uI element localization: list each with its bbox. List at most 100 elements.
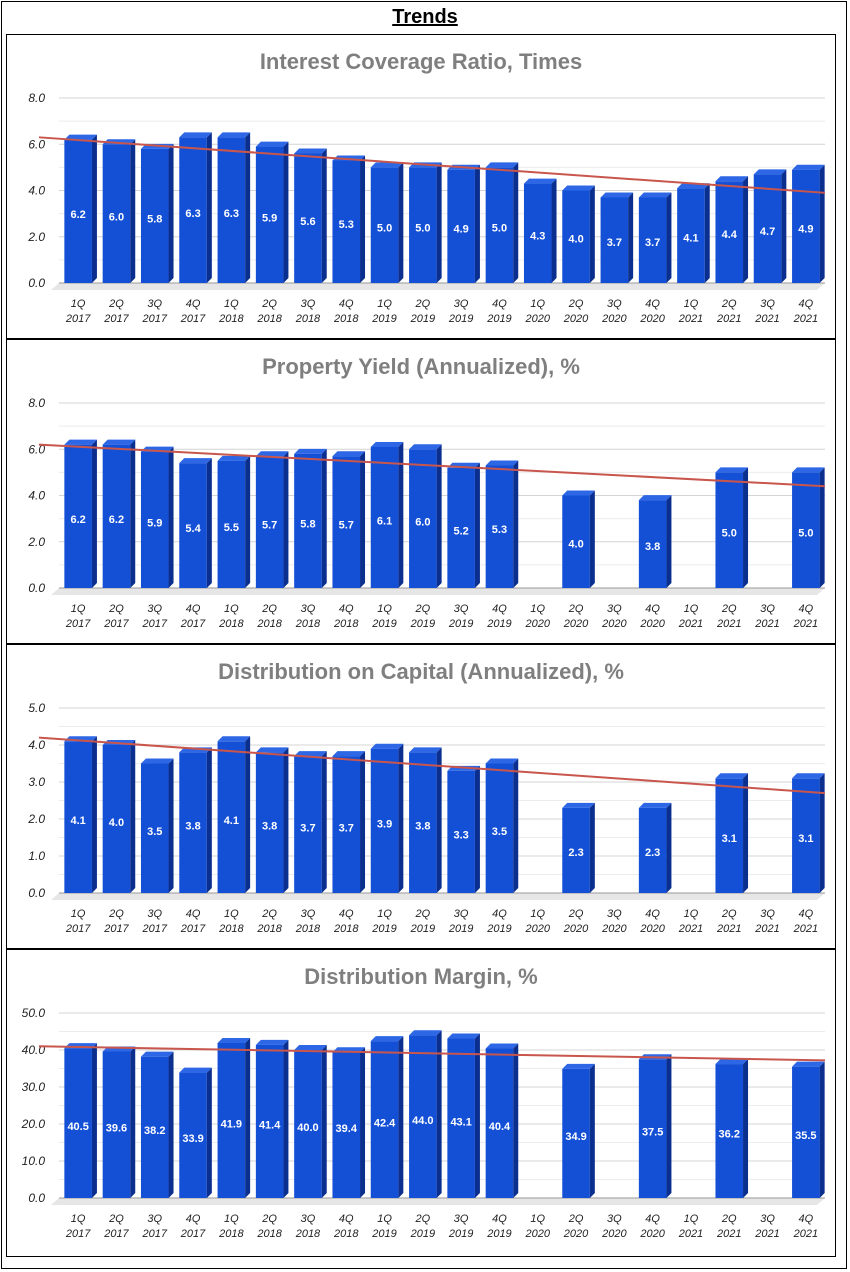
data-label: 41.9 bbox=[221, 1119, 242, 1131]
x-tick-label: 2020 bbox=[525, 1228, 551, 1240]
bar-top bbox=[332, 751, 366, 757]
x-tick-label: 2017 bbox=[65, 618, 91, 630]
x-tick-label: 1Q bbox=[71, 1213, 86, 1225]
bar-front bbox=[409, 752, 437, 893]
x-tick-label: 2021 bbox=[754, 618, 779, 630]
x-tick-label: 2Q bbox=[261, 1213, 277, 1225]
bar-side bbox=[168, 143, 174, 283]
chart-svg: 0.0 1.0 2.0 3.0 4.0 5.0 4.1 1Q 2017 4.0 2Q 2017 3.5 3… bbox=[27, 701, 826, 935]
x-tick-label: 2018 bbox=[218, 618, 244, 630]
x-tick-label: 4Q bbox=[645, 908, 660, 920]
x-tick-label: 2Q bbox=[108, 908, 124, 920]
x-tick-label: 2018 bbox=[295, 313, 321, 325]
bar-top bbox=[217, 1037, 251, 1043]
x-tick-label: 1Q bbox=[530, 908, 545, 920]
bar-front bbox=[255, 1044, 284, 1198]
bar-front bbox=[792, 1066, 820, 1198]
x-tick-label: 1Q bbox=[377, 908, 392, 920]
bar-side bbox=[436, 162, 442, 283]
x-tick-label: 3Q bbox=[147, 908, 162, 920]
x-tick-label: 2018 bbox=[333, 1228, 359, 1240]
bar-front bbox=[64, 139, 92, 283]
bar-side bbox=[589, 490, 595, 588]
data-label: 5.0 bbox=[415, 223, 430, 235]
data-label: 4.0 bbox=[568, 234, 583, 246]
x-tick-label: 2021 bbox=[678, 1228, 703, 1240]
bar-top bbox=[217, 455, 251, 461]
x-tick-label: 1Q bbox=[530, 298, 545, 310]
chart-svg: 0.0 10.0 20.0 30.0 40.0 50.0 40.5 1Q 2017 39.6 2Q 2… bbox=[21, 1006, 826, 1240]
bar-front bbox=[409, 167, 437, 283]
x-tick-label: 3Q bbox=[607, 1213, 622, 1225]
bar-top bbox=[294, 751, 327, 757]
bar-side bbox=[474, 1033, 480, 1198]
bar-front bbox=[294, 756, 322, 893]
bar-front bbox=[677, 188, 705, 283]
data-label: 4.3 bbox=[530, 230, 545, 242]
x-tick-label: 1Q bbox=[684, 603, 699, 615]
x-tick-label: 4Q bbox=[186, 908, 201, 920]
x-tick-label: 2021 bbox=[678, 313, 703, 325]
bar-side bbox=[91, 1043, 97, 1198]
bar-front bbox=[715, 1064, 744, 1198]
x-tick-label: 2019 bbox=[410, 1228, 435, 1240]
x-tick-label: 2017 bbox=[180, 618, 206, 630]
bar-front bbox=[792, 778, 820, 893]
x-tick-label: 2019 bbox=[486, 923, 511, 935]
bar-front bbox=[409, 1035, 437, 1198]
bar-top bbox=[715, 176, 749, 182]
data-label: 4.9 bbox=[454, 224, 469, 236]
x-tick-label: 4Q bbox=[339, 298, 354, 310]
x-tick-label: 1Q bbox=[71, 908, 86, 920]
x-tick-label: 2018 bbox=[333, 313, 359, 325]
x-tick-label: 1Q bbox=[530, 1213, 545, 1225]
x-tick-label: 2020 bbox=[525, 618, 551, 630]
bar-top bbox=[638, 192, 672, 198]
bar-side bbox=[743, 773, 749, 893]
bar-front bbox=[179, 463, 207, 588]
trendline bbox=[38, 736, 826, 795]
data-label: 5.0 bbox=[377, 223, 392, 235]
bar-side bbox=[743, 176, 749, 283]
bar-side bbox=[704, 183, 710, 283]
bar-top bbox=[370, 1036, 404, 1042]
y-tick-label: 0.0 bbox=[28, 886, 45, 900]
x-tick-label: 4Q bbox=[492, 603, 507, 615]
x-tick-label: 2018 bbox=[295, 1228, 321, 1240]
bar-top bbox=[294, 1045, 327, 1050]
bar-front bbox=[255, 456, 284, 588]
bar-front bbox=[255, 752, 284, 893]
bar-side bbox=[589, 185, 595, 283]
y-tick-label: 2.0 bbox=[27, 535, 45, 549]
bar-side bbox=[666, 802, 672, 893]
x-tick-label: 2Q bbox=[415, 603, 431, 615]
x-tick-label: 2020 bbox=[563, 313, 589, 325]
bar-side bbox=[360, 1047, 366, 1198]
bar-side bbox=[628, 192, 634, 283]
x-tick-label: 2Q bbox=[261, 298, 277, 310]
x-tick-label: 2018 bbox=[218, 923, 244, 935]
x-tick-label: 1Q bbox=[224, 298, 239, 310]
bar-front bbox=[447, 169, 475, 283]
x-tick-label: 2020 bbox=[563, 1228, 589, 1240]
data-label: 3.7 bbox=[607, 237, 622, 249]
bar-front bbox=[294, 153, 322, 283]
x-tick-label: 2018 bbox=[295, 923, 321, 935]
x-tick-label: 2019 bbox=[486, 1228, 511, 1240]
bar-top bbox=[255, 747, 289, 753]
y-tick-label: 40.0 bbox=[22, 1043, 46, 1057]
x-tick-label: 2019 bbox=[486, 618, 511, 630]
x-tick-label: 1Q bbox=[377, 298, 392, 310]
bar-side bbox=[168, 758, 174, 893]
data-label: 4.7 bbox=[760, 226, 775, 238]
x-tick-label: 4Q bbox=[645, 1213, 660, 1225]
bar-front bbox=[715, 472, 744, 588]
data-label: 5.7 bbox=[339, 520, 354, 532]
chart-title: Property Yield (Annualized), % bbox=[262, 354, 580, 379]
x-tick-label: 2021 bbox=[716, 1228, 741, 1240]
y-tick-label: 0.0 bbox=[28, 581, 45, 595]
y-tick-label: 10.0 bbox=[22, 1154, 46, 1168]
bar-front bbox=[140, 1056, 169, 1198]
bar-top bbox=[409, 1030, 442, 1036]
data-label: 3.8 bbox=[415, 821, 430, 833]
